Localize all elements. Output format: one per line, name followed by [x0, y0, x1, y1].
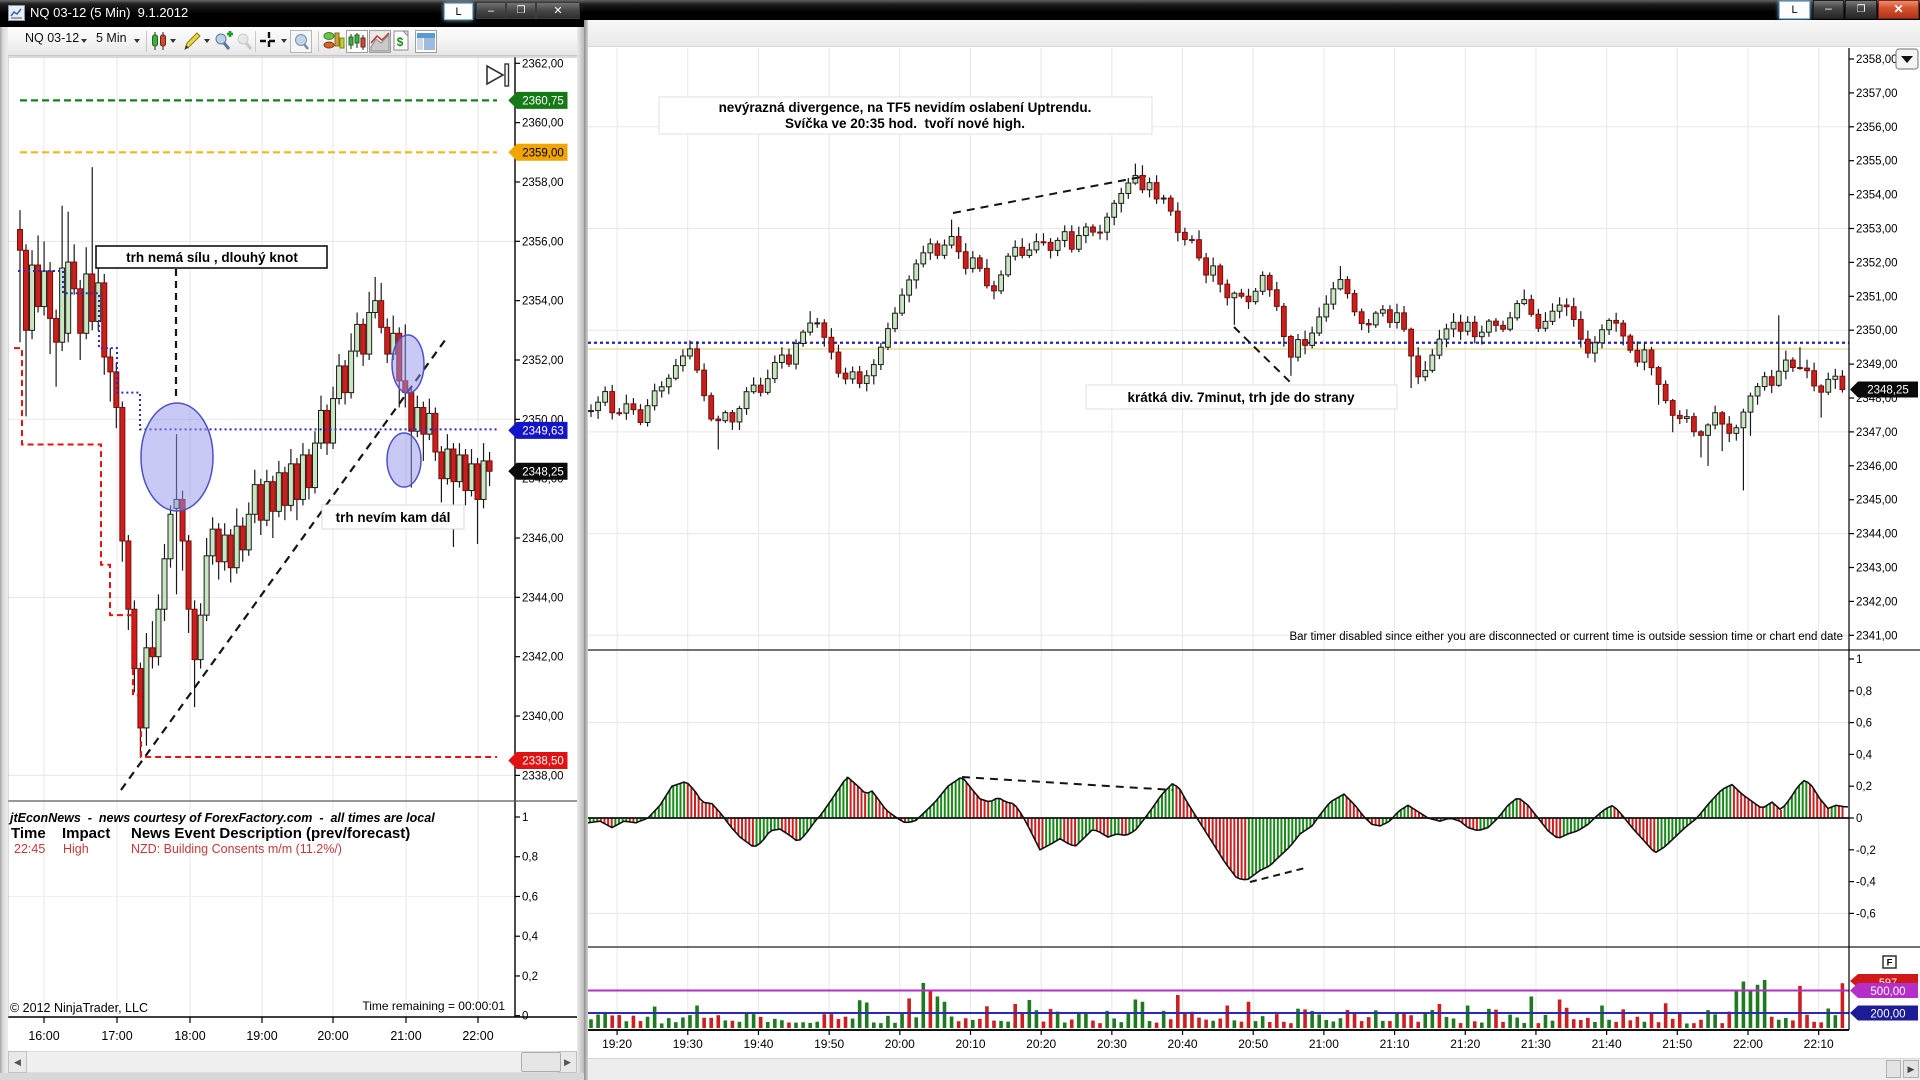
svg-text:krátká div. 7minut, trh jde do: krátká div. 7minut, trh jde do strany	[1127, 390, 1355, 405]
svg-text:2338,00: 2338,00	[522, 770, 564, 782]
svg-text:0,6: 0,6	[1856, 718, 1872, 730]
svg-text:500,00: 500,00	[1870, 986, 1905, 998]
svg-text:Svíčka ve 20:35 hod. tvoří no: Svíčka ve 20:35 hod. tvoří nové high.	[785, 116, 1025, 131]
svg-text:22:10: 22:10	[1804, 1037, 1834, 1051]
svg-text:21:20: 21:20	[1450, 1037, 1480, 1051]
svg-text:20:00: 20:00	[885, 1037, 915, 1051]
svg-text:18:00: 18:00	[174, 1029, 205, 1043]
svg-text:2360,00: 2360,00	[522, 118, 564, 130]
svg-text:2356,00: 2356,00	[522, 236, 564, 248]
svg-text:2352,00: 2352,00	[1856, 257, 1898, 269]
svg-text:2358,00: 2358,00	[1856, 54, 1898, 66]
svg-text:21:00: 21:00	[1309, 1037, 1339, 1051]
svg-text:2348,25: 2348,25	[522, 466, 564, 478]
svg-text:20:00: 20:00	[317, 1029, 348, 1043]
svg-text:19:00: 19:00	[246, 1029, 277, 1043]
svg-text:2346,00: 2346,00	[1856, 461, 1898, 473]
svg-text:2360,75: 2360,75	[522, 95, 564, 107]
svg-text:0,2: 0,2	[1856, 781, 1872, 793]
svg-text:21:40: 21:40	[1592, 1037, 1622, 1051]
svg-text:2356,00: 2356,00	[1856, 122, 1898, 134]
svg-text:2348,25: 2348,25	[1867, 385, 1909, 397]
svg-text:1: 1	[522, 812, 528, 824]
svg-text:Impact: Impact	[62, 825, 110, 842]
svg-text:trh nemá sílu , dlouhý knot: trh nemá sílu , dlouhý knot	[126, 250, 298, 265]
svg-text:20:20: 20:20	[1026, 1037, 1056, 1051]
svg-text:jtEconNews - news courtesy o: jtEconNews - news courtesy of ForexFacto…	[8, 811, 435, 825]
svg-text:21:00: 21:00	[390, 1029, 421, 1043]
svg-text:2345,00: 2345,00	[1856, 495, 1898, 507]
svg-text:22:00: 22:00	[1733, 1037, 1763, 1051]
svg-text:0,2: 0,2	[522, 971, 538, 983]
svg-text:20:10: 20:10	[955, 1037, 985, 1051]
svg-text:2338,50: 2338,50	[522, 756, 564, 768]
svg-text:21:30: 21:30	[1521, 1037, 1551, 1051]
svg-text:21:10: 21:10	[1380, 1037, 1410, 1051]
svg-text:2362,00: 2362,00	[522, 58, 564, 70]
svg-text:2342,00: 2342,00	[1856, 596, 1898, 608]
svg-text:22:45: 22:45	[14, 842, 45, 856]
svg-text:trh nevím kam dál: trh nevím kam dál	[336, 510, 451, 525]
svg-text:2354,00: 2354,00	[1856, 190, 1898, 202]
svg-text:Time: Time	[11, 825, 46, 842]
svg-text:21:50: 21:50	[1662, 1037, 1692, 1051]
svg-text:17:00: 17:00	[101, 1029, 132, 1043]
svg-text:20:50: 20:50	[1238, 1037, 1268, 1051]
svg-text:2358,00: 2358,00	[522, 177, 564, 189]
svg-text:2349,00: 2349,00	[1856, 359, 1898, 371]
svg-text:-0,6: -0,6	[1856, 908, 1876, 920]
svg-text:F: F	[1887, 958, 1893, 969]
svg-text:2353,00: 2353,00	[1856, 224, 1898, 236]
svg-text:0,8: 0,8	[522, 852, 538, 864]
svg-text:0,8: 0,8	[1856, 686, 1872, 698]
svg-text:19:20: 19:20	[602, 1037, 632, 1051]
svg-text:High: High	[63, 842, 89, 856]
svg-text:2349,63: 2349,63	[522, 425, 564, 437]
svg-text:2352,00: 2352,00	[522, 355, 564, 367]
svg-text:0,4: 0,4	[1856, 749, 1873, 761]
svg-text:Time remaining = 00:00:01: Time remaining = 00:00:01	[362, 999, 505, 1013]
svg-text:-0,4: -0,4	[1856, 877, 1876, 889]
svg-text:nevýrazná divergence, na TF5 n: nevýrazná divergence, na TF5 nevidím osl…	[719, 100, 1092, 115]
svg-text:16:00: 16:00	[28, 1029, 59, 1043]
svg-text:Bar timer disabled since eithe: Bar timer disabled since either you are …	[1289, 631, 1843, 643]
svg-text:19:30: 19:30	[673, 1037, 703, 1051]
svg-text:2354,00: 2354,00	[522, 296, 564, 308]
svg-text:0: 0	[1856, 813, 1862, 825]
svg-text:News Event Description (prev/f: News Event Description (prev/forecast)	[131, 825, 410, 842]
svg-text:20:30: 20:30	[1097, 1037, 1127, 1051]
svg-text:2340,00: 2340,00	[522, 711, 564, 723]
svg-text:2344,00: 2344,00	[522, 592, 564, 604]
svg-text:2351,00: 2351,00	[1856, 291, 1898, 303]
svg-text:0,4: 0,4	[522, 931, 539, 943]
svg-text:© 2012 NinjaTrader, LLC: © 2012 NinjaTrader, LLC	[10, 1001, 148, 1015]
svg-text:0,6: 0,6	[522, 891, 538, 903]
svg-text:2341,00: 2341,00	[1856, 630, 1898, 642]
svg-text:2343,00: 2343,00	[1856, 563, 1898, 575]
svg-text:2346,00: 2346,00	[522, 533, 564, 545]
svg-text:-0,2: -0,2	[1856, 845, 1876, 857]
svg-text:2359,00: 2359,00	[522, 147, 564, 159]
svg-text:$: $	[397, 35, 404, 49]
svg-text:2347,00: 2347,00	[1856, 427, 1898, 439]
svg-text:2344,00: 2344,00	[1856, 529, 1898, 541]
svg-text:200,00: 200,00	[1870, 1009, 1905, 1021]
svg-text:2342,00: 2342,00	[522, 652, 564, 664]
svg-text:20:40: 20:40	[1168, 1037, 1198, 1051]
svg-text:2357,00: 2357,00	[1856, 88, 1898, 100]
svg-text:22:00: 22:00	[462, 1029, 493, 1043]
svg-text:19:40: 19:40	[743, 1037, 773, 1051]
svg-text:NZD: Building Consents m/m (11: NZD: Building Consents m/m (11.2%/)	[131, 842, 342, 856]
svg-text:2355,00: 2355,00	[1856, 156, 1898, 168]
svg-text:0: 0	[522, 1011, 528, 1023]
svg-text:19:50: 19:50	[814, 1037, 844, 1051]
svg-text:1: 1	[1856, 654, 1862, 666]
svg-text:2350,00: 2350,00	[1856, 325, 1898, 337]
